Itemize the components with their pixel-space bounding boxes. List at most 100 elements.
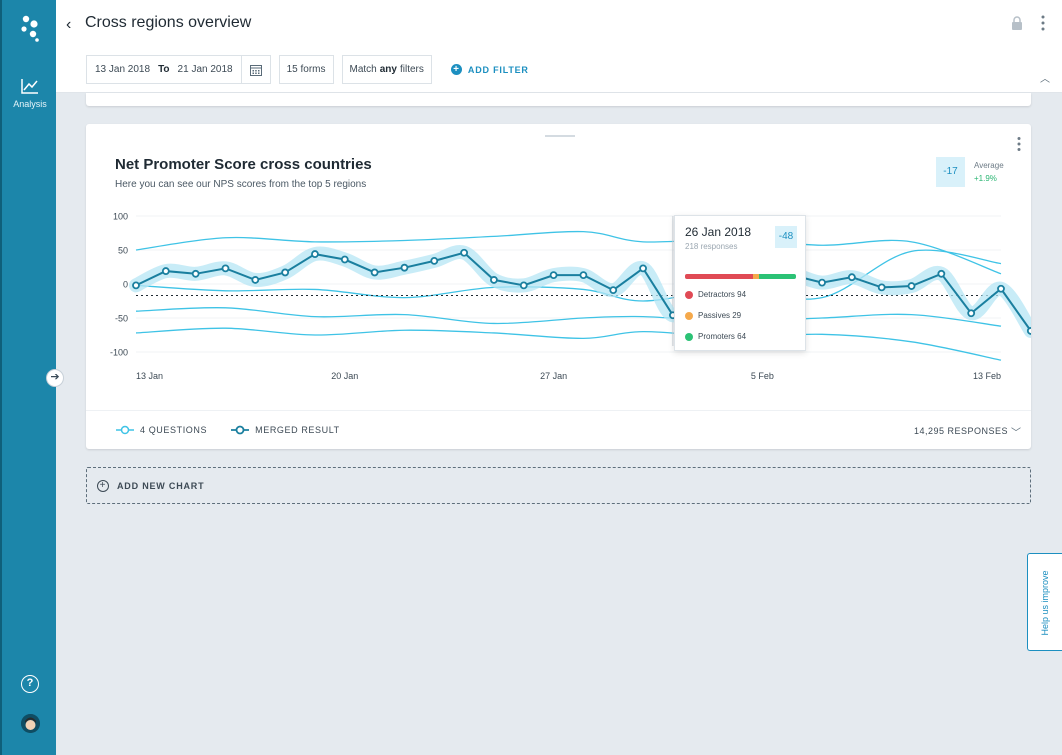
y-tick-label: -50 [115,314,128,324]
expand-sidebar-button[interactable]: ➔ [46,369,64,387]
drag-handle[interactable] [545,135,575,137]
x-tick-label: 13 Feb [973,371,1001,381]
match-prefix: Match [349,64,377,75]
match-filter[interactable]: Match any filters [341,55,432,84]
merged-data-point [221,264,230,273]
add-filter-button[interactable]: + ADD FILTER [450,64,529,75]
detractors-label: Detractors 94 [698,290,747,299]
y-tick-label: 50 [118,246,128,256]
merged-data-point [400,263,409,272]
match-value: any [379,64,397,75]
date-to-label: To [158,64,170,75]
merged-data-point [311,250,319,258]
passives-segment [752,274,760,279]
merged-data-point [639,264,647,273]
merged-data-point [877,283,886,292]
legend-divider [86,410,1031,411]
chart-card: Net Promoter Score cross countries Here … [86,124,1031,449]
plus-circle-icon: + [97,479,109,492]
filter-bar: 13 Jan 2018 To 21 Jan 2018 15 forms Matc… [86,55,529,84]
average-change: +1.9% [974,174,997,183]
merged-data-point [818,278,826,287]
date-from[interactable]: 13 Jan 2018 [95,64,151,75]
merged-data-point [340,255,349,264]
date-range-picker[interactable]: 13 Jan 2018 To 21 Jan 2018 [86,55,271,84]
legend-questions[interactable]: 4 QUESTIONS [116,425,207,435]
merged-data-point [370,268,379,277]
promoters-segment [759,274,796,279]
tooltip-date: 26 Jan 2018 [685,225,752,239]
detractors-dot-icon [685,290,693,299]
merged-data-point [430,256,439,265]
logo-icon[interactable] [18,14,44,42]
merged-confidence-band [129,245,1031,338]
more-options-icon[interactable] [1040,14,1046,32]
question-series-line [135,307,1002,327]
sidebar-item-analysis[interactable]: Analysis [2,78,58,124]
average-label: Average [974,161,1004,170]
merged-data-point [460,248,469,257]
average-badge: -17 [936,157,965,187]
help-us-improve-label: Help us improve [1040,570,1050,636]
back-icon[interactable]: ‹ [66,16,72,33]
plus-icon: + [450,64,462,75]
nps-line-chart[interactable]: 100 50 0 -50 -100 13 Jan 20 Jan 27 Jan 5 Feb 13 F… [86,204,1031,384]
merged-data-point [490,276,498,284]
card-options-icon[interactable] [1016,136,1022,152]
merged-data-point [191,269,200,278]
forms-filter[interactable]: 15 forms [278,55,334,84]
question-series-line [135,327,1002,361]
merged-data-point [281,268,290,277]
calendar-icon[interactable] [240,56,270,83]
merged-data-point [847,273,856,282]
add-filter-label: ADD FILTER [467,64,529,75]
merged-data-point [251,276,260,284]
avatar[interactable] [21,714,40,733]
y-tick-label: 100 [113,212,128,222]
detractors-segment [685,274,753,279]
help-us-improve-tab[interactable]: Help us improve [1027,553,1062,651]
merged-data-point [907,282,916,290]
merged-data-point [967,309,976,318]
match-suffix: filters [399,64,424,75]
y-tick-label: 0 [123,280,128,290]
merged-data-point [609,286,618,295]
merged-data-point [161,267,170,275]
legend-questions-label: 4 QUESTIONS [140,425,208,435]
legend-merged-label: MERGED RESULT [255,425,340,435]
tooltip-score: -48 [775,226,797,248]
tooltip-promoters: Promoters 64 [685,332,746,341]
lock-icon[interactable] [1011,16,1023,30]
collapse-filters-icon[interactable]: ︿ [1040,74,1050,85]
sidebar-item-label: Analysis [13,99,47,109]
add-new-chart-button[interactable]: + ADD NEW CHART [86,467,1031,504]
merged-data-point [549,271,558,280]
help-icon[interactable]: ? [21,675,39,693]
passives-dot-icon [685,311,693,320]
x-tick-label: 5 Feb [751,371,774,381]
passives-label: Passives 29 [698,311,742,320]
merged-data-point [132,281,140,290]
date-to[interactable]: 21 Jan 2018 [177,64,233,75]
chart-title: Net Promoter Score cross countries [115,156,372,173]
promoters-dot-icon [685,332,693,341]
promoters-label: Promoters 64 [698,332,747,341]
tooltip-detractors: Detractors 94 [685,290,746,299]
previous-card [86,93,1031,106]
merged-data-point [1026,327,1031,335]
x-tick-label: 20 Jan [331,371,358,381]
header: ‹ Cross regions overview 13 Jan 2018 To … [56,0,1062,93]
merged-data-point [997,284,1005,293]
line-chart-icon [21,79,38,94]
legend-merged[interactable]: MERGED RESULT [231,425,340,435]
legend-line-dark-icon [231,425,250,435]
chart-tooltip: 26 Jan 2018 218 responses -48 Detractors… [674,215,806,351]
nps-breakdown-bar [685,274,796,279]
merged-data-point [519,281,528,290]
question-series-line [135,230,1002,275]
expand-responses-icon[interactable]: ﹀ [1011,428,1021,439]
chart-subtitle: Here you can see our NPS scores from the… [115,179,367,190]
merged-data-point [579,271,588,280]
tooltip-responses: 218 responses [685,242,738,251]
add-new-chart-label: ADD NEW CHART [117,480,205,491]
